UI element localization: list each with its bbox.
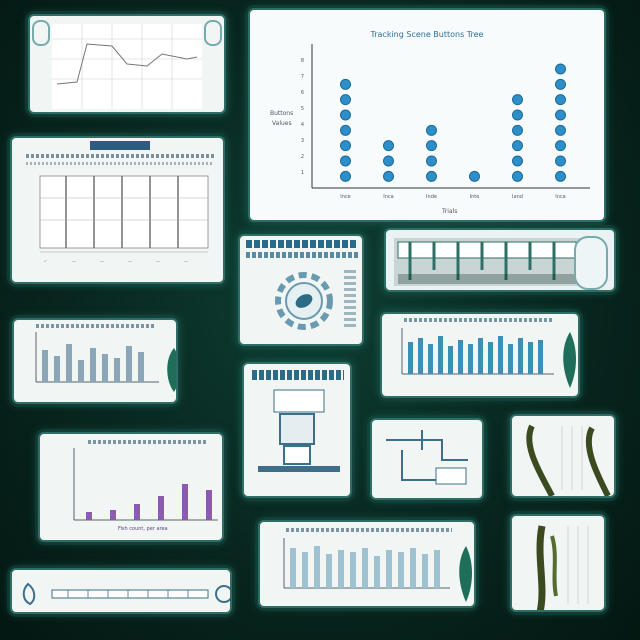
clip-icon — [204, 20, 222, 46]
bar-chart — [35, 332, 176, 392]
data-point — [555, 63, 566, 75]
x-tick-label: Inde — [426, 194, 437, 200]
x-tick-label: Iand — [512, 194, 523, 200]
y-axis-label: Buttons — [270, 110, 294, 117]
bar-chart-3 — [283, 538, 472, 602]
data-point — [340, 109, 351, 121]
gear-icon — [275, 272, 333, 330]
data-point — [555, 155, 566, 167]
svg-text:—: — — [184, 259, 188, 264]
scale-bar — [394, 238, 580, 286]
y-tick-label: 6 — [301, 90, 304, 96]
x-tick-label: Ince — [340, 194, 350, 200]
data-point — [512, 124, 523, 136]
line-chart — [52, 24, 202, 109]
svg-text:—: — — [128, 259, 132, 264]
clip-icon — [32, 20, 50, 46]
data-point — [469, 170, 480, 182]
x-tick-label: Inca — [383, 194, 393, 200]
purple-bar-chart — [73, 448, 218, 521]
data-point — [555, 124, 566, 136]
y-tick-label: 3 — [301, 138, 304, 144]
bar-chart-card-2[interactable] — [380, 312, 580, 398]
data-point — [426, 140, 437, 152]
svg-text:—: — — [100, 259, 104, 264]
data-point — [555, 94, 566, 106]
data-point — [426, 170, 437, 182]
data-point — [555, 109, 566, 121]
data-point — [426, 124, 437, 136]
data-point — [512, 109, 523, 121]
svg-text:—: — — [42, 258, 48, 264]
data-point — [340, 78, 351, 90]
data-point — [340, 140, 351, 152]
data-point — [555, 140, 566, 152]
data-point — [555, 78, 566, 90]
scale-card[interactable] — [384, 228, 616, 292]
table-card[interactable]: — — — — — — — [10, 136, 225, 284]
plant-icon — [526, 424, 611, 496]
table-title — [90, 141, 150, 150]
x-tick-label: Inte — [470, 194, 480, 200]
svg-text:—: — — [72, 259, 76, 264]
data-point — [383, 170, 394, 182]
data-point — [340, 155, 351, 167]
bar-chart-2 — [401, 328, 576, 388]
chart-legend: Fish count, per area — [118, 526, 168, 532]
plant-icon — [536, 525, 589, 610]
bar-chart-card-3[interactable] — [258, 520, 476, 608]
x-tick-label: Inca — [555, 194, 565, 200]
data-point — [426, 155, 437, 167]
y-tick-label: 4 — [301, 122, 304, 128]
y-tick-label: 8 — [301, 58, 304, 64]
data-point — [512, 170, 523, 182]
svg-text:—: — — [156, 259, 160, 264]
data-point — [512, 155, 523, 167]
illustration-card[interactable] — [242, 362, 352, 498]
data-point — [383, 155, 394, 167]
dot-plot: 8 7 6 5 4 3 2 1 Ince Inca Inde Inte Iand Inca — [301, 44, 590, 200]
data-point — [555, 170, 566, 182]
plant-card-2[interactable] — [510, 514, 606, 612]
data-point — [383, 140, 394, 152]
data-point — [340, 94, 351, 106]
line-chart-card[interactable] — [28, 14, 226, 114]
main-chart-card[interactable]: Tracking Scene Buttons Tree Buttons Valu… — [248, 8, 606, 222]
y-tick-label: 1 — [301, 170, 304, 176]
y-tick-label: 7 — [301, 74, 304, 80]
table-grid: — — — — — — — [39, 175, 209, 264]
chart-title: Tracking Scene Buttons Tree — [370, 30, 484, 39]
hand-icon — [574, 236, 608, 290]
diagram — [386, 430, 468, 485]
settings-card[interactable] — [238, 234, 364, 346]
y-tick-label: 2 — [301, 154, 304, 160]
y-axis-label-2: Values — [272, 120, 292, 127]
x-axis-label: Trials — [442, 208, 458, 215]
y-tick-label: 5 — [301, 106, 304, 112]
data-point — [512, 94, 523, 106]
purple-chart-card[interactable]: Fish count, per area — [38, 432, 224, 542]
timeline-card[interactable] — [10, 568, 232, 614]
data-point — [340, 170, 351, 182]
data-point — [340, 124, 351, 136]
machine-icon — [258, 389, 340, 472]
data-point — [512, 140, 523, 152]
diagram-card[interactable] — [370, 418, 484, 500]
bar-chart-card[interactable] — [12, 318, 178, 404]
plant-card[interactable] — [510, 414, 616, 498]
timeline-slider[interactable] — [12, 570, 232, 614]
